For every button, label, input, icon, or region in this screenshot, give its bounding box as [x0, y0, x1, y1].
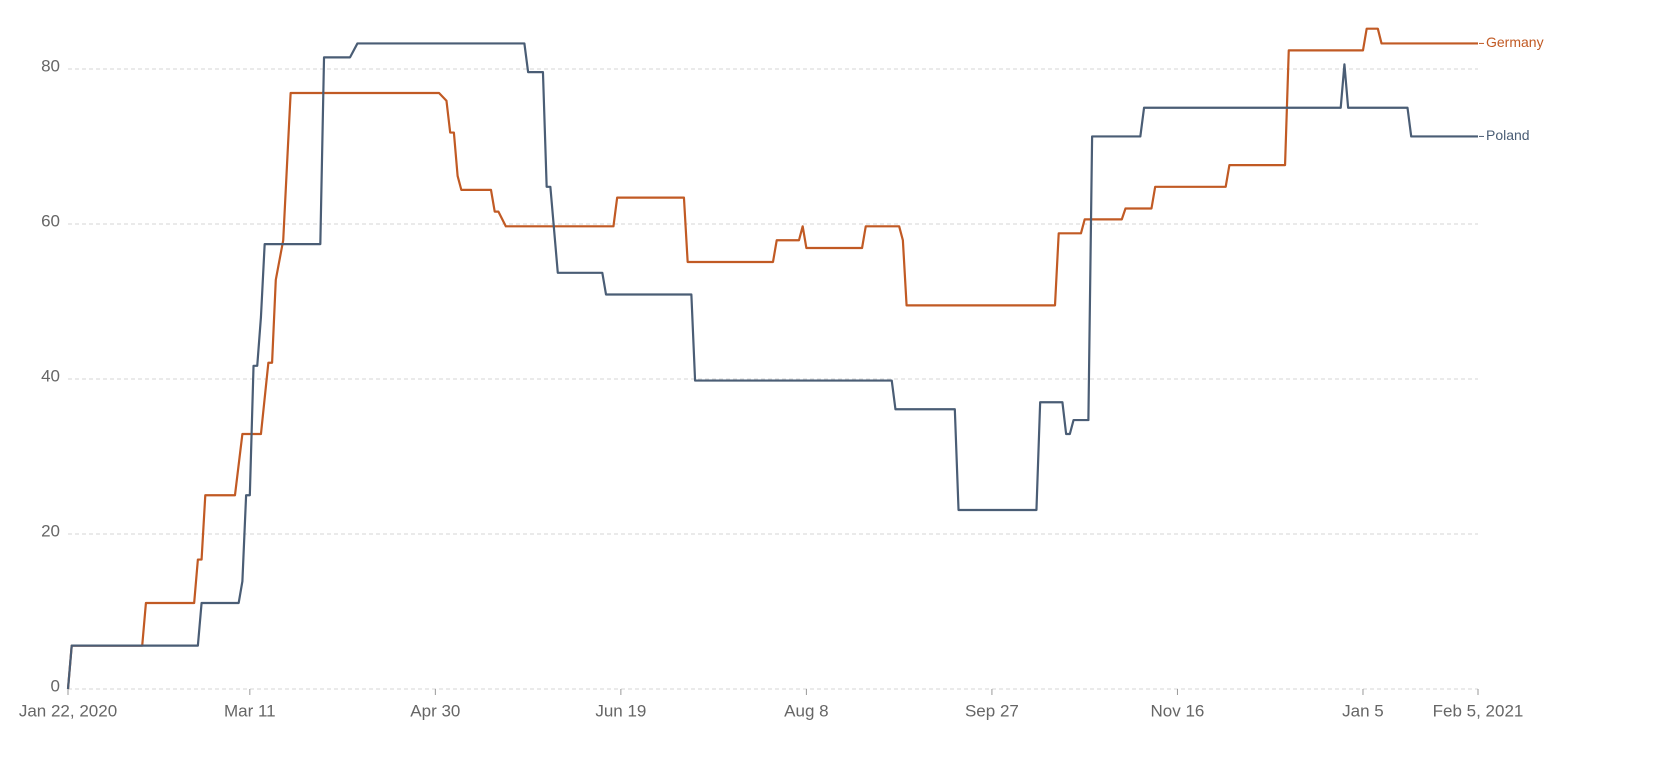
y-tick-label: 80 [41, 56, 60, 75]
y-tick-label: 60 [41, 211, 60, 230]
series-line [66, 27, 1478, 690]
x-tick-label: Jan 5 [1342, 701, 1384, 720]
series-line [66, 42, 1478, 690]
grid [68, 68, 1478, 690]
legend-label: Germany [1486, 34, 1544, 50]
x-tick-label: Mar 11 [224, 701, 276, 720]
y-tick-label: 40 [41, 366, 60, 385]
axes: 0 20 40 60 80 Jan 22, 2020 Mar 11 Apr 30 Jun 19 A… [19, 56, 1524, 720]
x-tick-label: Apr 30 [410, 701, 460, 720]
y-tick-label: 0 [51, 676, 60, 695]
y-tick-label: 20 [41, 521, 60, 540]
x-tick-label: Jun 19 [595, 701, 646, 720]
x-tick-label: Jan 22, 2020 [19, 701, 117, 720]
x-tick-label: Feb 5, 2021 [1433, 701, 1524, 720]
x-tick-label: Sep 27 [965, 701, 1019, 720]
x-tick-label: Aug 8 [784, 701, 828, 720]
lines [66, 27, 1478, 690]
labels: Germany Poland [1479, 34, 1544, 143]
x-tick-label: Nov 16 [1151, 701, 1205, 720]
legend-label: Poland [1486, 127, 1530, 143]
